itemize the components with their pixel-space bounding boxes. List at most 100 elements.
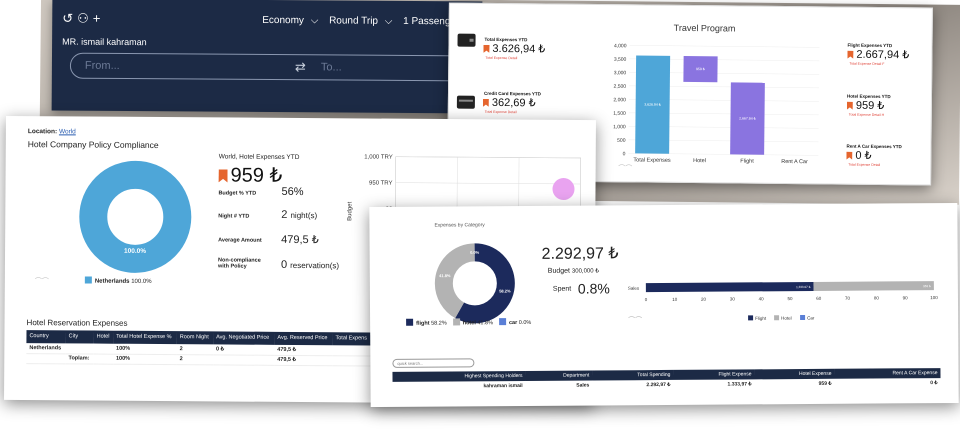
cabin-select[interactable]: Economy ⌵: [262, 15, 322, 26]
column-header[interactable]: Hotel: [93, 330, 114, 344]
column-header[interactable]: Total Hotel Expense %: [113, 330, 177, 345]
history-icon[interactable]: ↺: [62, 10, 78, 26]
stat-unit: reservation(s): [290, 260, 340, 271]
x-tick-label: 50: [787, 296, 793, 301]
column-header[interactable]: Avg. Reserved Price: [274, 331, 333, 346]
y-tick-label: 0: [623, 151, 626, 157]
to-input[interactable]: To...: [320, 61, 342, 74]
from-input[interactable]: From...: [84, 59, 120, 72]
detail-link[interactable]: Total Expense Detail H: [848, 112, 885, 118]
stat-number: 0: [280, 258, 288, 271]
hotel-expenses-text: 959 ₺: [230, 164, 283, 187]
cabin-label: Economy: [262, 14, 304, 27]
stat-value-text: 362,69 ₺: [491, 96, 536, 110]
legend-swatch: [748, 315, 754, 321]
column-header[interactable]: Room Night: [176, 331, 214, 345]
route-input-box[interactable]: From... ⇄ To...: [69, 52, 491, 82]
table-cell: 479,5 ₺: [274, 354, 333, 366]
column-header[interactable]: Department: [525, 370, 593, 381]
bar-total-expenses[interactable]: [635, 55, 671, 154]
waterfall-chart: 0 500 1,000 1,500 2,000 2,500 3,000 3,500 4,000 3…: [613, 43, 820, 165]
chevron-down-icon: ⌵: [384, 15, 393, 27]
stat-value: 56%: [281, 185, 304, 199]
spending-holders-table: Highest Spending Holders Department Total …: [392, 368, 941, 392]
department-stacked-bar-chart: Sales 1,333.97 ₺ 959 ₺ 0 10 20 30 40 50 60 70 80 90 1…: [628, 281, 938, 321]
table-cell: 1.333,97 ₺: [727, 381, 752, 388]
stat-value: 2 night(s): [281, 209, 317, 221]
card-title: Hotel Company Policy Compliance: [27, 139, 159, 151]
watermark-icon: ⌒⌒: [618, 165, 633, 173]
hotel-expenses-title: World, Hotel Expenses YTD: [218, 153, 300, 161]
table-cell: [332, 345, 372, 356]
budget-label: Budget: [547, 267, 570, 275]
y-tick-label: 2,000: [613, 97, 626, 103]
donut-legend: Netherlands 100.0%: [84, 276, 152, 285]
detail-link[interactable]: Total Expense Detail: [484, 109, 517, 115]
legend-label[interactable]: Hotel: [781, 316, 792, 321]
stat-label: Night # YTD: [218, 213, 250, 220]
y-tick-label: 4,000: [614, 43, 627, 49]
column-header[interactable]: Total Spending: [592, 369, 674, 381]
column-header[interactable]: Hotel Expense: [754, 368, 835, 380]
table-cell: [93, 343, 114, 354]
y-tick-label: 1,000 TRY: [364, 154, 393, 160]
stat-value-text: 3.626,94 ₺: [492, 42, 546, 56]
bookmark-icon: [847, 51, 853, 59]
table-cell: 100%: [112, 353, 177, 365]
stat-value: 479,5 ₺: [281, 233, 319, 247]
total-spending: 2.292,97 ₺: [541, 245, 619, 263]
y-tick-label: Sales: [628, 286, 640, 291]
legend-label[interactable]: hotel: [462, 320, 476, 327]
legend-label[interactable]: flight: [416, 320, 430, 327]
slice-label: 58.2%: [499, 288, 511, 293]
x-tick-label: 70: [845, 296, 851, 301]
donut-slice-flight[interactable]: [434, 243, 515, 324]
x-tick-label: 0: [645, 297, 648, 302]
data-label: 2,667.94 ₺: [739, 116, 757, 120]
y-tick-label: 3,000: [614, 70, 627, 76]
data-point[interactable]: [552, 178, 575, 201]
x-tick-label: Flight: [740, 159, 754, 165]
table-row[interactable]: Toplam: 100% 2 479,5 ₺: [26, 353, 372, 366]
column-header[interactable]: Avg. Negotiated Price: [213, 331, 275, 345]
detail-link[interactable]: Total Expense Detail F: [849, 61, 885, 67]
stat-value: 362,69 ₺: [483, 96, 536, 110]
bookmark-icon: [847, 102, 853, 110]
location-link[interactable]: World: [58, 128, 76, 136]
y-tick-label: 3,500: [614, 57, 627, 63]
table-cell: [93, 353, 114, 364]
budget-line: Budget 300,000 ₺: [547, 267, 599, 275]
y-tick-label: 500: [617, 138, 626, 144]
watermark-icon: ⌒⌒: [34, 278, 49, 286]
stat-label: Average Amount: [218, 237, 262, 244]
stat-value: 2.667,94 ₺: [847, 48, 909, 61]
table-cell: 0 ₺: [930, 380, 938, 387]
swap-icon[interactable]: ⇄: [294, 59, 306, 75]
location-label: Location:: [27, 128, 58, 136]
donut-slice-netherlands[interactable]: [79, 160, 192, 273]
card-title: Expenses by Category: [434, 222, 485, 229]
credit-card-icon: [456, 95, 475, 109]
detail-link[interactable]: Total Expense Detail: [848, 162, 881, 167]
legend-label[interactable]: Car: [807, 315, 815, 320]
column-header[interactable]: City: [65, 330, 94, 344]
legend-value: 58.2%: [429, 320, 447, 327]
stat-label: Budget % YTD: [218, 190, 257, 197]
slice-label: 0.0%: [470, 250, 480, 255]
detail-link[interactable]: Total Expense Detail: [485, 55, 518, 61]
x-tick-label: 40: [759, 296, 765, 301]
bar-hotel[interactable]: [813, 281, 934, 291]
quick-search-input[interactable]: [392, 358, 475, 368]
bar-flight[interactable]: [645, 281, 814, 293]
legend-swatch: [774, 315, 780, 321]
column-header[interactable]: Flight Expense: [673, 369, 755, 380]
add-user-icon[interactable]: ⚇+: [77, 10, 105, 26]
trip-type-select[interactable]: Round Trip ⌵: [329, 15, 396, 26]
column-header[interactable]: Country: [26, 330, 66, 344]
legend-label[interactable]: Flight: [755, 316, 767, 321]
spent-label: Spent: [552, 285, 572, 293]
bar-flight[interactable]: [730, 82, 765, 155]
bar-hotel[interactable]: [683, 56, 718, 83]
column-header[interactable]: Total Expens: [332, 332, 372, 346]
legend-label[interactable]: car: [508, 320, 518, 327]
